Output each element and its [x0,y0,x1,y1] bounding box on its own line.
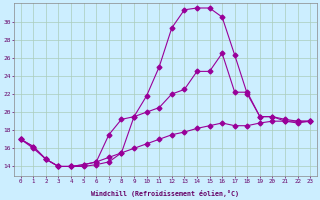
X-axis label: Windchill (Refroidissement éolien,°C): Windchill (Refroidissement éolien,°C) [92,190,239,197]
